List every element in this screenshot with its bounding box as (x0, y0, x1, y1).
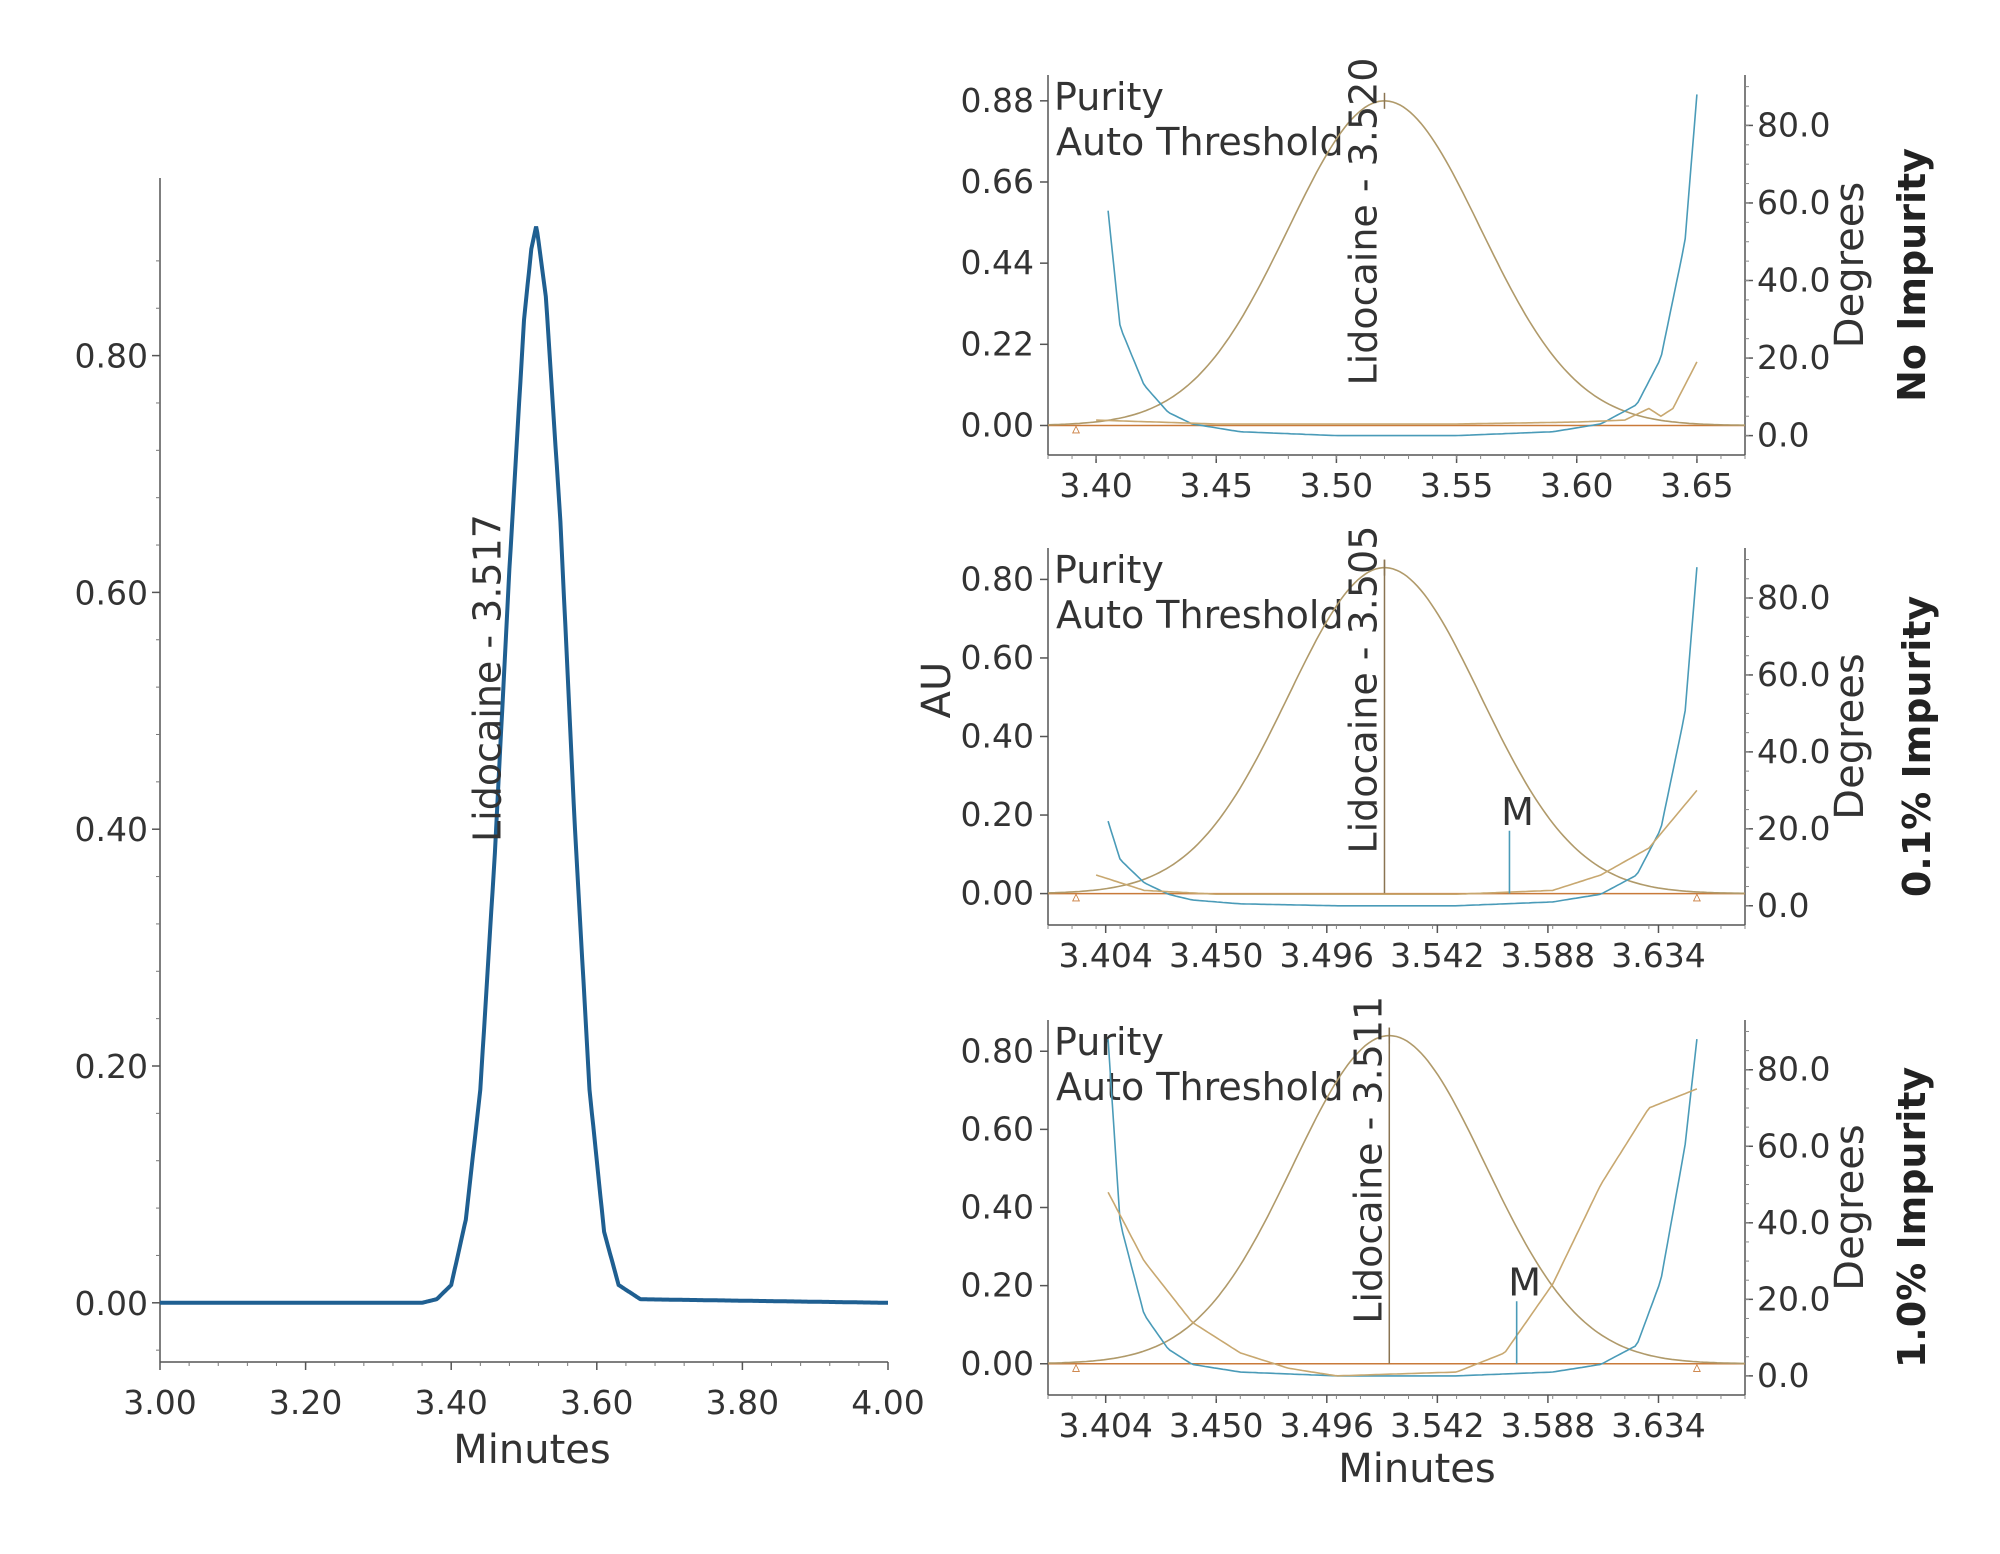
panel-y2-tick-label: 40.0 (1757, 1203, 1830, 1242)
panel-purity-threshold-curve (1095, 789, 1698, 895)
panel-y2-tick-label: 20.0 (1757, 338, 1830, 377)
main-x-axis-title: Minutes (453, 1427, 610, 1473)
main-y-tick-label: 0.40 (75, 810, 148, 849)
main-x-tick-label: 3.00 (123, 1383, 196, 1422)
panel-x-tick-label: 3.40 (1059, 466, 1132, 505)
panel-x-tick-label: 3.588 (1501, 1406, 1595, 1445)
panel-y2-tick-label: 60.0 (1757, 655, 1830, 694)
panels-x-axis-title: Minutes (1338, 1446, 1495, 1492)
panel-peak-curve (1047, 100, 1745, 426)
main-chromatogram-chart: 3.00 3.20 3.40 3.60 3.80 4.00 0.00 0.20 0.40 0.60… (75, 178, 925, 1473)
panel-x-tick-label: 3.45 (1179, 466, 1252, 505)
panel-y-tick-label: 0.88 (961, 81, 1034, 120)
panel-baseline-end-marker: ▵ (1693, 1357, 1701, 1376)
panel-y-tick-label: 0.20 (961, 1266, 1034, 1305)
panel-y2-tick-label: 40.0 (1757, 732, 1830, 771)
panel-legend-purity: Purity (1054, 548, 1164, 592)
panel-purity-angle-curve (1107, 94, 1698, 437)
panel-y2-tick-label: 80.0 (1757, 578, 1830, 617)
panel-y2-tick-label: 20.0 (1757, 1279, 1830, 1318)
panel-purity-threshold-curve (1107, 1088, 1698, 1377)
panel-baseline-end-marker: ▵ (1693, 887, 1701, 906)
panel-legend-threshold: Auto Threshold (1056, 1065, 1344, 1109)
panel-y2-tick-label: 80.0 (1757, 1050, 1830, 1089)
panel-x-tick-label: 3.496 (1280, 1406, 1374, 1445)
main-x-tick-label: 3.60 (560, 1383, 633, 1422)
panel-y-tick-label: 0.44 (961, 243, 1034, 282)
panel-y-tick-label: 0.80 (961, 559, 1034, 598)
panel-y2-tick-label: 60.0 (1757, 183, 1830, 222)
panel-peak-label: Lidocaine - 3.505 (1341, 526, 1385, 854)
main-x-tick-label: 3.40 (414, 1383, 487, 1422)
panel-x-tick-label: 3.55 (1420, 466, 1493, 505)
panel-legend-purity: Purity (1054, 75, 1164, 119)
panel-x-tick-label: 3.542 (1390, 936, 1484, 975)
main-ticks: 3.00 3.20 3.40 3.60 3.80 4.00 0.00 0.20 0.40 0.60… (75, 337, 925, 1422)
au-axis-title: AU (914, 662, 960, 719)
panel-baseline-start-marker: ▵ (1072, 418, 1080, 437)
main-y-tick-label: 0.00 (75, 1284, 148, 1323)
panel-0-1-impurity: 3.404 3.450 3.496 3.542 3.588 3.634 0.00 0.20 0.… (961, 526, 1939, 975)
main-y-tick-label: 0.80 (75, 337, 148, 376)
panel-y-tick-label: 0.40 (961, 717, 1034, 756)
panel-x-tick-label: 3.588 (1501, 936, 1595, 975)
main-y-tick-label: 0.20 (75, 1047, 148, 1086)
panel-y-tick-label: 0.00 (961, 874, 1034, 913)
panel-x-tick-label: 3.496 (1280, 936, 1374, 975)
panel-purity-angle-curve (1107, 1039, 1698, 1377)
panel-y-tick-label: 0.40 (961, 1188, 1034, 1227)
panel-degrees-title: Degrees (1827, 182, 1873, 348)
panel-x-tick-label: 3.404 (1058, 1406, 1152, 1445)
panel-no-impurity: 3.40 3.45 3.50 3.55 3.60 3.65 0.00 0.22 0.44 0.66… (961, 58, 1934, 505)
panel-degrees-title: Degrees (1827, 653, 1873, 819)
panel-x-tick-label: 3.404 (1058, 936, 1152, 975)
panel-baseline-start-marker: ▵ (1072, 1357, 1080, 1376)
panel-legend-threshold: Auto Threshold (1056, 593, 1344, 637)
main-x-tick-label: 3.20 (269, 1383, 342, 1422)
panel-x-tick-label: 3.634 (1611, 1406, 1705, 1445)
panel-y-tick-label: 0.80 (961, 1031, 1034, 1070)
panel-1-0-impurity: 3.404 3.450 3.496 3.542 3.588 3.634 0.00 0.20 0.… (961, 996, 1934, 1445)
panel-y2-tick-label: 0.0 (1757, 416, 1809, 455)
panel-y2-tick-label: 80.0 (1757, 105, 1830, 144)
main-y-tick-label: 0.60 (75, 573, 148, 612)
panel-y2-tick-label: 60.0 (1757, 1126, 1830, 1165)
panel-y-tick-label: 0.60 (961, 1109, 1034, 1148)
main-x-tick-label: 4.00 (851, 1383, 924, 1422)
panel-y-tick-label: 0.00 (961, 1344, 1034, 1383)
panel-legend-threshold: Auto Threshold (1056, 120, 1344, 164)
panel-marker-label: M (1501, 790, 1534, 834)
panel-x-tick-label: 3.634 (1611, 936, 1705, 975)
panel-y2-tick-label: 0.0 (1757, 1356, 1809, 1395)
panel-x-tick-label: 3.65 (1660, 466, 1733, 505)
panel-purity-angle-curve (1107, 567, 1698, 907)
panel-marker-label: M (1508, 1260, 1541, 1304)
panel-y-tick-label: 0.20 (961, 795, 1034, 834)
panel-degrees-title: Degrees (1827, 1124, 1873, 1290)
panel-side-label: 1.0% Impurity (1890, 1067, 1934, 1369)
panel-peak-label: Lidocaine - 3.511 (1346, 996, 1390, 1324)
panel-y2-tick-label: 0.0 (1757, 886, 1809, 925)
main-chromatogram-line (160, 226, 888, 1305)
panel-y2-tick-label: 20.0 (1757, 809, 1830, 848)
panel-baseline-start-marker: ▵ (1072, 887, 1080, 906)
panel-y-tick-label: 0.00 (961, 405, 1034, 444)
panel-purity-threshold-curve (1096, 361, 1698, 425)
panel-peak-label: Lidocaine - 3.520 (1341, 58, 1385, 386)
main-x-tick-label: 3.80 (706, 1383, 779, 1422)
panel-y2-tick-label: 40.0 (1757, 261, 1830, 300)
panel-side-label: 0.1% Impurity (1895, 596, 1939, 898)
panel-side-label: No Impurity (1890, 148, 1934, 402)
main-peak-annotation: Lidocaine - 3.517 (465, 514, 509, 842)
panel-x-tick-label: 3.450 (1169, 1406, 1263, 1445)
panel-peak-curve (1047, 566, 1745, 895)
panel-x-tick-label: 3.542 (1390, 1406, 1484, 1445)
panel-x-tick-label: 3.450 (1169, 936, 1263, 975)
panel-x-tick-label: 3.60 (1540, 466, 1613, 505)
panel-y-tick-label: 0.66 (961, 162, 1034, 201)
panel-y-tick-label: 0.22 (961, 324, 1034, 363)
panel-y-tick-label: 0.60 (961, 638, 1034, 677)
panel-x-tick-label: 3.50 (1300, 466, 1373, 505)
